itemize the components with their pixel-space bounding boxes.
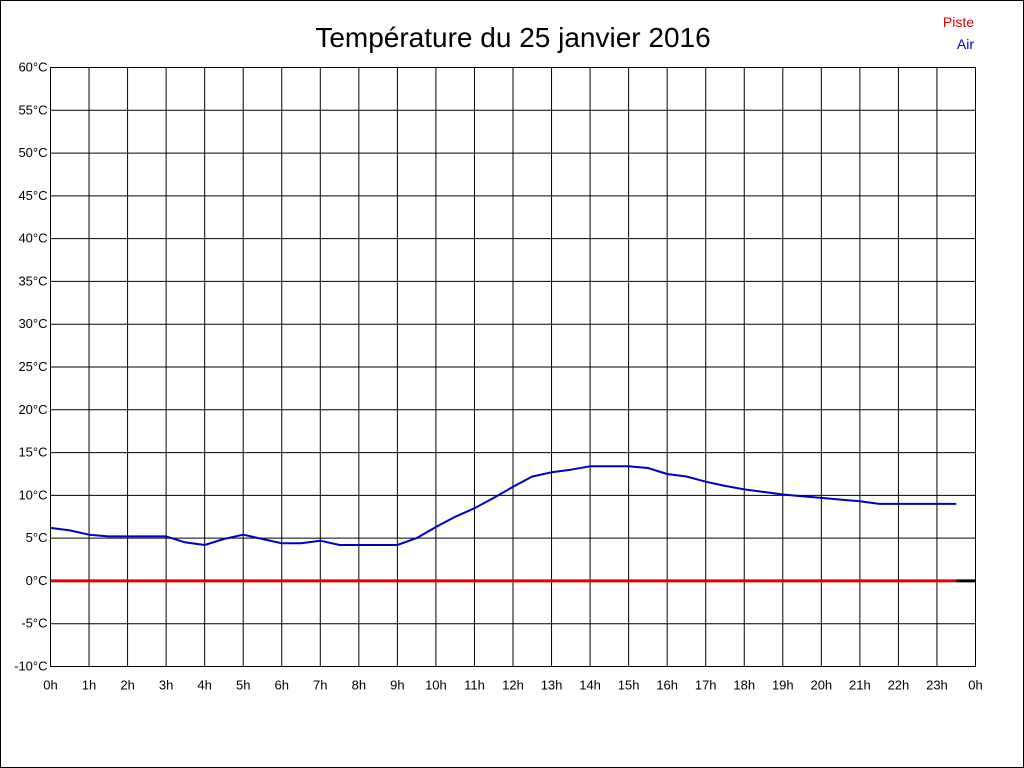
y-tick-label: -5°C [21,616,47,631]
y-tick-label: 45°C [18,188,47,203]
y-tick-label: 35°C [18,273,47,288]
x-tick-label: 16h [656,678,678,693]
x-tick-label: 19h [772,678,794,693]
y-tick-label: 30°C [18,316,47,331]
y-tick-label: 5°C [26,530,48,545]
series-line-air [50,465,957,546]
x-tick-label: 6h [275,678,289,693]
x-tick-label: 5h [236,678,250,693]
x-tick-label: 11h [464,678,485,693]
legend-entry-air: Air [957,36,974,52]
x-tick-label: 21h [849,678,871,693]
x-tick-label: 13h [541,678,563,693]
x-tick-label: 18h [733,678,755,693]
x-tick-label: 12h [502,678,524,693]
y-tick-label: 60°C [18,60,47,75]
x-tick-label: 8h [352,678,366,693]
y-tick-label: 10°C [18,487,47,502]
y-tick-label: 55°C [18,102,47,117]
grid-lines [50,67,976,667]
data-series [50,465,976,583]
x-tick-label: 0h [968,678,982,693]
x-tick-label: 23h [926,678,948,693]
x-tick-label: 10h [425,678,447,693]
plot-area-border [50,67,976,667]
x-tick-label: 9h [390,678,404,693]
x-tick-label: 14h [579,678,601,693]
x-tick-label: 2h [120,678,134,693]
x-tick-label: 17h [695,678,717,693]
x-tick-label: 3h [159,678,173,693]
x-tick-label: 7h [313,678,327,693]
x-tick-label: 22h [888,678,910,693]
y-tick-label: 20°C [18,402,47,417]
y-axis-ticks: 60°C 55°C 50°C 45°C 40°C 35°C 30°C 25°C 20°C 15°C… [14,60,47,674]
y-tick-label: -10°C [14,659,47,674]
y-tick-label: 15°C [18,445,47,460]
y-tick-label: 0°C [26,573,48,588]
chart-title: Température du 25 janvier 2016 [315,22,710,53]
x-tick-label: 4h [197,678,211,693]
legend-entry-piste: Piste [943,14,974,30]
x-tick-label: 15h [618,678,640,693]
y-tick-label: 50°C [18,145,47,160]
chart-legend: Piste Air [943,14,974,52]
x-tick-label: 0h [43,678,57,693]
x-tick-label: 20h [810,678,832,693]
x-tick-label: 1h [82,678,96,693]
y-tick-label: 40°C [18,231,47,246]
x-axis-ticks: 0h 1h 2h 3h 4h 5h 6h 7h 8h 9h 10h 11h 12h 13h 14h 15h 16… [43,678,982,693]
y-tick-label: 25°C [18,359,47,374]
